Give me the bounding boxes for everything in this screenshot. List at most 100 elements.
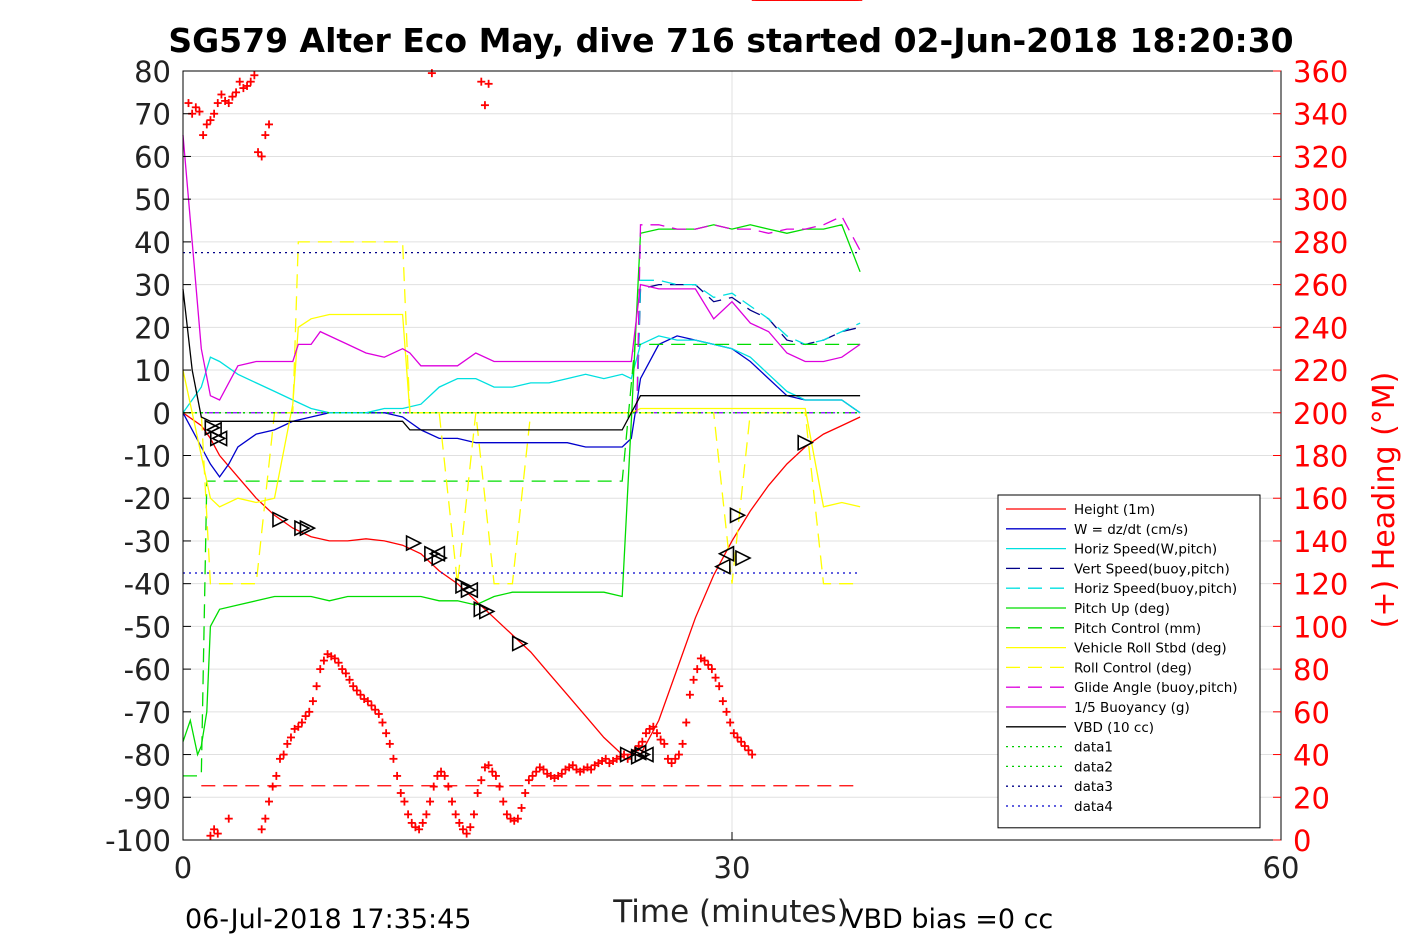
marker-right — [272, 511, 289, 528]
heading-point — [217, 90, 226, 99]
heading-point — [349, 682, 358, 691]
heading-points-layer — [184, 0, 863, 840]
marker-right — [729, 507, 747, 524]
y-tick-label: 20 — [134, 311, 171, 345]
heading-point — [319, 656, 328, 665]
marker-left — [428, 545, 446, 563]
legend-label: Roll Control (deg) — [1074, 660, 1192, 676]
heading-point — [674, 750, 683, 759]
heading-point — [737, 737, 746, 746]
heading-point — [210, 825, 219, 834]
heading-point — [213, 99, 222, 108]
heading-point — [682, 718, 691, 727]
legend-item: Horiz Speed(buoy,pitch) — [1006, 581, 1237, 597]
series-line-9 — [636, 215, 861, 413]
heading-point — [678, 739, 687, 748]
marker-left — [205, 421, 222, 439]
heading-point — [206, 116, 215, 125]
series-line-11 — [182, 288, 861, 431]
x-axis-label: Time (minutes) — [612, 894, 848, 930]
marker-right — [511, 635, 529, 652]
heading-point — [316, 665, 325, 674]
heading-point — [427, 69, 436, 78]
heading-point — [202, 120, 211, 129]
heading-point — [663, 754, 672, 763]
heading-point — [279, 750, 288, 759]
heading-point — [440, 771, 449, 780]
legend-box — [997, 494, 1261, 829]
series-line-2 — [182, 335, 861, 414]
marker-right — [299, 519, 317, 537]
heading-point — [740, 742, 749, 751]
heading-point — [726, 718, 735, 727]
heading-point — [378, 718, 387, 727]
heading-point — [484, 761, 493, 770]
heading-point — [693, 665, 702, 674]
heading-point — [396, 789, 405, 798]
legend-label: 1/5 Buoyancy (g) — [1074, 700, 1190, 716]
heading-point — [429, 782, 438, 791]
heading-point — [352, 686, 361, 695]
heading-point — [448, 797, 457, 806]
heading-point — [407, 818, 416, 827]
heading-point — [294, 722, 303, 731]
heading-point — [334, 658, 343, 667]
legend-label: Vert Speed(buoy,pitch) — [1074, 561, 1230, 577]
heading-point — [297, 718, 306, 727]
heading-point — [415, 825, 424, 834]
legend-label: Horiz Speed(buoy,pitch) — [1074, 581, 1237, 597]
legend-label: VBD (10 cc) — [1074, 720, 1154, 736]
y-tick-label: -20 — [124, 482, 171, 516]
heading-point — [243, 81, 252, 90]
heading-point — [660, 739, 669, 748]
heading-point — [521, 789, 530, 798]
heading-point — [268, 782, 277, 791]
heading-point — [477, 77, 486, 86]
heading-point — [491, 771, 500, 780]
heading-point — [338, 665, 347, 674]
heading-point — [601, 754, 610, 763]
heading-point — [184, 99, 193, 108]
heading-point — [729, 729, 738, 738]
legend-item: data2 — [1006, 759, 1113, 775]
heading-point — [213, 829, 222, 838]
heading-point — [261, 814, 270, 823]
heading-point — [704, 660, 713, 669]
heading-point — [382, 729, 391, 738]
y-right-tick-label: 300 — [1293, 183, 1348, 217]
heading-point — [517, 803, 526, 812]
marker-left — [717, 545, 735, 563]
heading-point — [199, 131, 208, 140]
heading-point — [437, 767, 446, 776]
legend-label: data1 — [1074, 740, 1113, 756]
legend-item: Roll Control (deg) — [1006, 660, 1192, 676]
heading-point — [250, 71, 259, 80]
y-tick-label: 30 — [134, 269, 171, 303]
y-right-tick-label: 200 — [1293, 397, 1348, 431]
y-right-tick-label: 40 — [1293, 739, 1330, 773]
legend-item: Pitch Up (deg) — [1006, 601, 1170, 617]
series-line-6 — [183, 343, 861, 777]
legend-item: 1/5 Buoyancy (g) — [1006, 700, 1190, 716]
marker-right — [735, 549, 752, 567]
legend-item: data3 — [1006, 779, 1113, 795]
y-right-tick-label: 180 — [1293, 440, 1348, 474]
heading-point — [385, 739, 394, 748]
series-line-4 — [636, 279, 861, 413]
heading-point — [257, 152, 266, 161]
heading-point — [480, 101, 489, 110]
heading-point — [210, 109, 219, 118]
y-right-tick-label: 220 — [1293, 354, 1348, 388]
legend-item: Height (1m) — [1006, 502, 1155, 518]
heading-point — [195, 107, 204, 116]
heading-point — [462, 829, 471, 838]
legend-label: Pitch Up (deg) — [1074, 601, 1170, 617]
heading-point — [722, 707, 731, 716]
y-right-tick-label: 60 — [1293, 696, 1330, 730]
heading-point — [224, 99, 233, 108]
y-right-tick-label: 120 — [1293, 568, 1348, 602]
y-right-tick-label: 80 — [1293, 653, 1330, 687]
heading-point — [528, 771, 537, 780]
heading-point — [363, 697, 372, 706]
